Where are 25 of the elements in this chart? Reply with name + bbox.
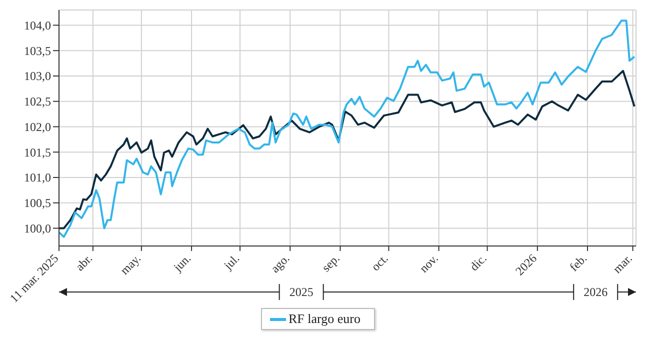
y-tick-label: 101,0 [24, 170, 51, 185]
x-tick-label: ago. [268, 251, 292, 276]
x-tick-label: may. [117, 251, 144, 278]
line-series [59, 20, 636, 238]
x-tick-label: feb. [566, 251, 590, 274]
line-series [59, 70, 636, 230]
y-tick-label: 102,0 [24, 120, 51, 134]
x-tick-label: jul. [220, 251, 242, 273]
y-tick-label: 101,5 [24, 145, 51, 160]
x-tick-label: nov. [416, 251, 441, 276]
text: 2025 [289, 285, 314, 299]
y-tick-label: 103,0 [24, 69, 51, 84]
y-tick-label: 100,0 [24, 221, 51, 236]
legend-label: RF largo euro [288, 311, 360, 327]
x-tick-label: abr. [72, 251, 96, 274]
y-tick-label: 102,5 [24, 94, 51, 109]
x-tick-label: oct. [368, 251, 391, 274]
y-tick-label: 104,0 [24, 18, 51, 32]
y-tick-label: 103,5 [24, 44, 51, 58]
y-tick-label: 100,5 [24, 196, 51, 210]
x-tick-label: mar. [610, 251, 635, 276]
x-tick-label: sep. [319, 251, 342, 275]
text: 2026 [584, 285, 608, 299]
x-tick-label: jun. [170, 251, 194, 275]
x-tick-label: dic. [467, 251, 490, 274]
